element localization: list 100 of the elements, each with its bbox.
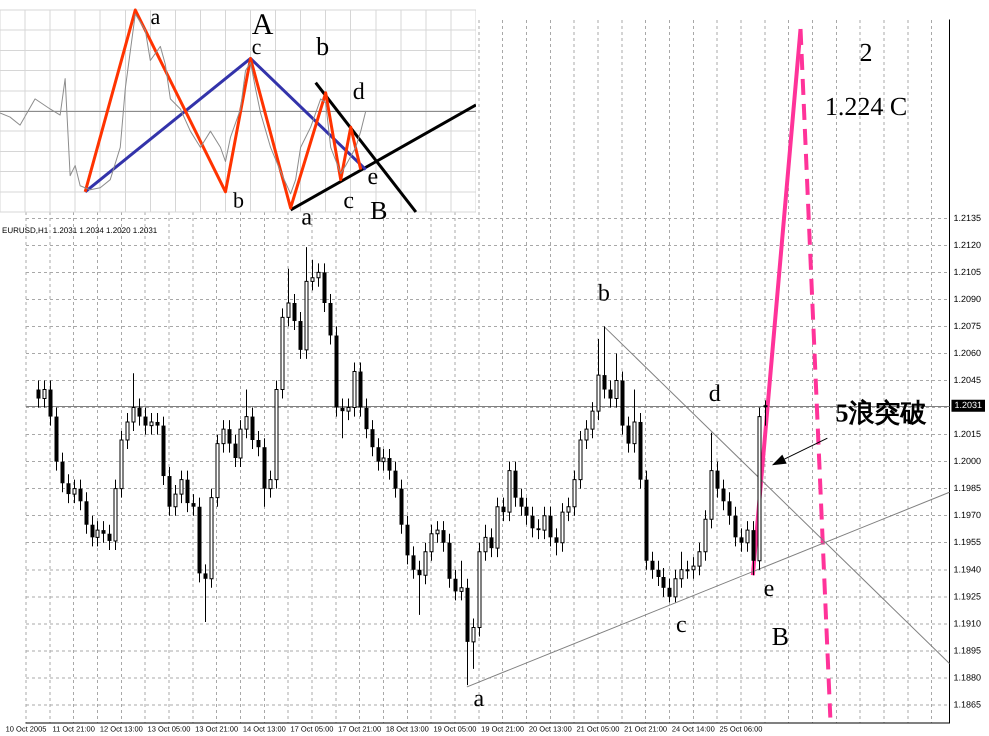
- candlestick: [590, 402, 594, 439]
- candlestick: [250, 407, 254, 450]
- candlestick: [484, 524, 488, 562]
- candlestick: [668, 578, 672, 603]
- candlestick: [584, 420, 588, 450]
- candlestick: [650, 551, 654, 580]
- y-tick-label: 1.2045: [953, 374, 982, 385]
- ref-line-label: 1.2031: [954, 400, 982, 410]
- candlestick: [388, 448, 392, 480]
- y-tick-label: 1.2060: [953, 348, 982, 358]
- y-tick-label: 1.1880: [953, 672, 982, 682]
- annotation: c: [343, 188, 354, 214]
- annotation: 5浪突破: [835, 398, 928, 428]
- candlestick: [174, 484, 178, 516]
- y-tick-label: 1.1940: [953, 564, 982, 574]
- candlestick: [180, 470, 184, 504]
- annotation: b: [598, 280, 610, 306]
- candlestick: [662, 567, 666, 598]
- candlestick: [716, 461, 720, 498]
- annotation: a: [301, 204, 312, 230]
- candlestick: [60, 452, 64, 493]
- annotation: a: [473, 686, 484, 712]
- candlestick: [244, 389, 248, 439]
- y-tick-label: 1.2090: [953, 294, 982, 304]
- candlestick: [42, 380, 46, 408]
- candlestick: [728, 492, 732, 526]
- candlestick: [520, 488, 524, 516]
- candlestick: [746, 520, 750, 552]
- y-tick-label: 1.2105: [953, 266, 982, 277]
- candlestick: [256, 430, 260, 457]
- candlestick: [722, 479, 726, 511]
- y-tick-label: 1.1865: [953, 699, 982, 710]
- candlestick: [102, 520, 106, 544]
- candlestick: [698, 542, 702, 576]
- candlestick: [36, 380, 40, 408]
- y-tick-label: 1.1970: [953, 510, 982, 520]
- annotation: d: [352, 79, 365, 106]
- candlestick: [310, 259, 314, 291]
- candlestick: [72, 479, 76, 504]
- candlestick: [614, 352, 618, 408]
- candlestick: [394, 461, 398, 498]
- y-tick-label: 1.1955: [953, 537, 982, 548]
- candlestick: [346, 398, 350, 421]
- annotation: B: [370, 196, 388, 225]
- candlestick: [132, 372, 136, 432]
- candlestick: [680, 551, 684, 588]
- candlestick: [530, 506, 534, 538]
- candlestick: [524, 497, 528, 526]
- candlestick: [316, 262, 320, 288]
- annotation: c: [676, 612, 687, 638]
- candlestick: [144, 407, 148, 436]
- candlestick: [554, 528, 558, 556]
- y-tick-label: 1.2075: [953, 320, 982, 331]
- y-tick-label: 1.1925: [953, 591, 982, 602]
- candlestick: [418, 560, 422, 616]
- annotation: d: [708, 381, 721, 408]
- candlestick: [340, 398, 344, 439]
- annotation: B: [772, 622, 789, 652]
- candlestick: [364, 398, 368, 439]
- candlestick: [228, 420, 232, 454]
- annotation: EURUSD,H1 1.2031 1.2034 1.2020 1.2031: [2, 226, 158, 236]
- candlestick: [192, 494, 196, 516]
- candlestick: [268, 470, 272, 498]
- candlestick: [548, 506, 552, 547]
- candlestick: [436, 520, 440, 544]
- candlestick: [66, 474, 70, 504]
- candlestick: [286, 268, 290, 327]
- annotation: e: [367, 164, 378, 190]
- candlestick: [490, 528, 494, 558]
- candlestick: [84, 492, 88, 534]
- candlestick: [126, 412, 130, 450]
- candlestick: [764, 400, 768, 426]
- candlestick: [156, 412, 160, 436]
- candlestick: [424, 542, 428, 585]
- annotation: 1.224 C: [824, 92, 908, 122]
- candlestick: [150, 412, 154, 436]
- candlestick: [460, 560, 464, 601]
- candlestick: [78, 479, 82, 511]
- y-tick-label: 1.1895: [953, 645, 982, 656]
- candlestick: [370, 420, 374, 457]
- candlestick: [472, 618, 476, 670]
- candlestick: [632, 389, 636, 454]
- candlestick: [502, 497, 506, 522]
- candlestick: [692, 556, 696, 580]
- candlestick: [542, 506, 546, 540]
- annotation: b: [233, 188, 244, 213]
- annotation: 2: [860, 38, 873, 68]
- candlestick: [222, 420, 226, 454]
- candlestick: [108, 524, 112, 550]
- candlestick: [566, 497, 570, 522]
- y-tick-label: 1.1985: [953, 483, 982, 494]
- candlestick: [674, 569, 678, 603]
- annotation: e: [764, 576, 774, 602]
- candlestick: [686, 560, 690, 580]
- candlestick: [186, 470, 190, 513]
- candlestick: [656, 560, 660, 587]
- candlestick: [412, 546, 416, 580]
- candlestick: [442, 520, 446, 552]
- annotation: a: [150, 4, 160, 29]
- candlestick: [138, 398, 142, 426]
